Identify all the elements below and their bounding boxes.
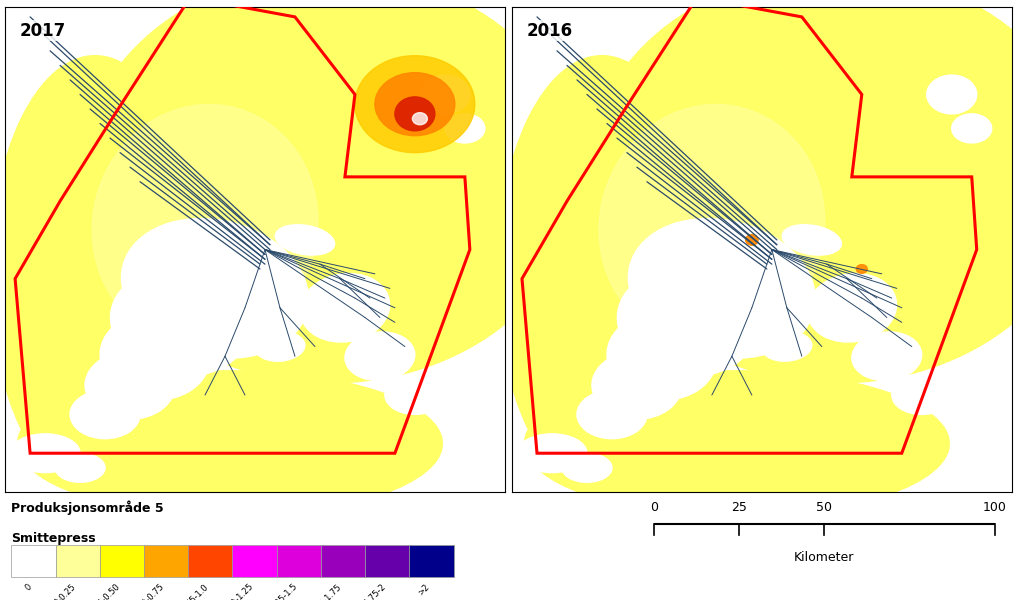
Text: 0.75-1.0: 0.75-1.0 xyxy=(179,582,210,600)
Bar xyxy=(276,545,321,577)
Ellipse shape xyxy=(517,434,587,473)
Ellipse shape xyxy=(577,390,647,439)
Text: 0: 0 xyxy=(650,501,657,514)
Ellipse shape xyxy=(562,453,612,482)
Ellipse shape xyxy=(300,274,389,342)
Ellipse shape xyxy=(85,352,175,419)
Ellipse shape xyxy=(745,235,758,245)
Ellipse shape xyxy=(599,104,824,346)
Text: 0.50-0.75: 0.50-0.75 xyxy=(131,582,166,600)
Ellipse shape xyxy=(385,376,444,415)
Ellipse shape xyxy=(10,434,80,473)
Text: 2016: 2016 xyxy=(527,22,573,40)
Bar xyxy=(366,545,410,577)
Text: 1.75-2: 1.75-2 xyxy=(362,582,387,600)
Ellipse shape xyxy=(856,265,867,274)
Ellipse shape xyxy=(255,332,305,361)
Text: 1.0-1.25: 1.0-1.25 xyxy=(224,582,255,600)
Ellipse shape xyxy=(444,114,484,143)
Text: Kilometer: Kilometer xyxy=(795,551,854,563)
Text: Produksjonsområde 5: Produksjonsområde 5 xyxy=(11,500,164,515)
Ellipse shape xyxy=(17,371,442,516)
Text: 0-0.25: 0-0.25 xyxy=(52,582,78,600)
Bar xyxy=(232,545,276,577)
Text: 0: 0 xyxy=(24,582,34,592)
Ellipse shape xyxy=(524,371,949,516)
Ellipse shape xyxy=(892,376,951,415)
Ellipse shape xyxy=(951,114,991,143)
Ellipse shape xyxy=(80,0,580,383)
Text: >2: >2 xyxy=(417,582,431,597)
Ellipse shape xyxy=(413,113,427,125)
Ellipse shape xyxy=(592,352,682,419)
Bar xyxy=(11,545,55,577)
Ellipse shape xyxy=(807,274,896,342)
Text: 1.5-1.75: 1.5-1.75 xyxy=(312,582,343,600)
Ellipse shape xyxy=(122,218,308,358)
Bar xyxy=(188,545,232,577)
Ellipse shape xyxy=(92,104,317,346)
Ellipse shape xyxy=(497,56,707,492)
Ellipse shape xyxy=(275,225,335,255)
Text: 1.25-1.5: 1.25-1.5 xyxy=(268,582,299,600)
Text: Smittepress: Smittepress xyxy=(11,532,96,545)
Bar xyxy=(144,545,188,577)
Ellipse shape xyxy=(420,75,470,114)
Ellipse shape xyxy=(927,75,977,114)
Ellipse shape xyxy=(345,332,415,380)
Bar xyxy=(99,545,144,577)
Bar xyxy=(410,545,454,577)
Ellipse shape xyxy=(70,390,140,439)
Ellipse shape xyxy=(355,56,475,152)
Ellipse shape xyxy=(55,453,105,482)
Ellipse shape xyxy=(375,73,455,136)
Ellipse shape xyxy=(111,268,250,376)
Ellipse shape xyxy=(617,268,757,376)
Ellipse shape xyxy=(395,97,435,131)
Ellipse shape xyxy=(100,313,210,400)
Ellipse shape xyxy=(762,332,812,361)
Text: 50: 50 xyxy=(816,501,833,514)
Ellipse shape xyxy=(852,332,922,380)
Ellipse shape xyxy=(607,313,717,400)
Text: 0.25-0.50: 0.25-0.50 xyxy=(87,582,122,600)
Text: 25: 25 xyxy=(731,501,748,514)
Bar xyxy=(55,545,99,577)
Ellipse shape xyxy=(629,218,815,358)
Ellipse shape xyxy=(587,0,1024,383)
Text: 100: 100 xyxy=(983,501,1007,514)
Ellipse shape xyxy=(782,225,842,255)
Bar xyxy=(321,545,366,577)
Ellipse shape xyxy=(0,56,200,492)
Text: 2017: 2017 xyxy=(20,22,67,40)
